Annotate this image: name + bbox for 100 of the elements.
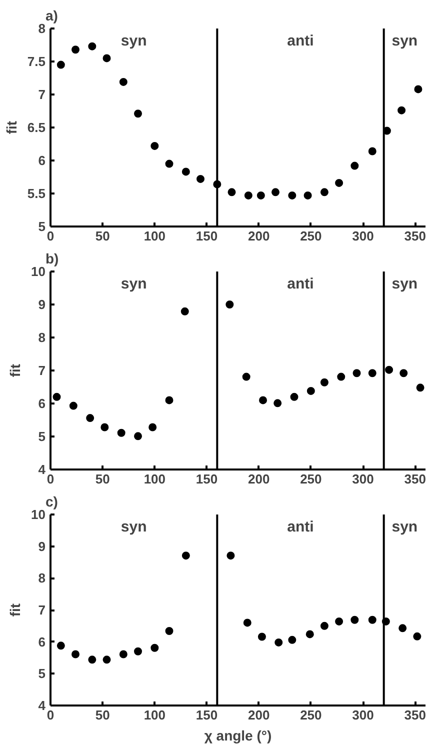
point — [337, 372, 346, 381]
annotation: anti — [287, 276, 314, 292]
annotation: syn — [120, 32, 147, 50]
point — [165, 627, 174, 636]
x-tick-label: 150 — [196, 472, 218, 486]
x-tick-label: 50 — [95, 472, 110, 486]
point — [350, 616, 359, 624]
point — [414, 85, 422, 94]
point — [400, 369, 408, 378]
point — [88, 656, 96, 664]
point — [304, 191, 312, 200]
x-tick-label: 100 — [144, 472, 166, 486]
point — [272, 188, 280, 196]
x-tick-label: 300 — [352, 708, 374, 722]
point — [72, 46, 80, 54]
point — [119, 78, 128, 86]
annotation: syn — [392, 276, 418, 292]
point — [119, 650, 128, 658]
x-tick-label: 350 — [404, 228, 426, 244]
point — [243, 618, 252, 627]
point — [398, 106, 406, 114]
point — [56, 642, 65, 650]
point — [413, 632, 422, 640]
annotation: syn — [120, 518, 147, 536]
x-tick-label: 150 — [196, 708, 218, 722]
y-tick-label: 5.5 — [27, 186, 46, 201]
x-tick-label: 250 — [300, 708, 322, 722]
point — [368, 147, 376, 156]
point — [320, 378, 328, 386]
point — [416, 384, 424, 392]
point — [165, 160, 174, 168]
point — [88, 42, 96, 50]
point — [69, 402, 78, 410]
point — [52, 392, 61, 401]
y-tick-label: 7.5 — [27, 54, 46, 69]
x-tick-label: 100 — [144, 228, 166, 244]
y-tick-label: 8 — [38, 330, 46, 345]
point — [180, 307, 189, 316]
y-tick-label: 7 — [38, 87, 46, 102]
y-tick-label: 9 — [38, 297, 46, 312]
y-tick-label: 10 — [31, 264, 46, 279]
point — [320, 622, 328, 630]
y-axis-title: fit — [7, 364, 24, 378]
point — [226, 552, 235, 560]
point — [385, 366, 394, 374]
point — [350, 162, 359, 170]
point — [368, 369, 376, 378]
x-tick-label: 300 — [352, 472, 374, 486]
point — [306, 630, 314, 638]
x-tick-label: 150 — [196, 228, 218, 244]
point — [86, 414, 94, 422]
point — [335, 617, 344, 626]
point — [102, 54, 111, 62]
chart-title: b) — [46, 250, 59, 266]
annotation: syn — [392, 518, 418, 536]
y-tick-label: 10 — [31, 507, 46, 522]
y-axis-title: fit — [3, 120, 20, 134]
point — [256, 191, 265, 200]
point — [242, 372, 250, 381]
point — [134, 110, 142, 118]
point — [368, 616, 376, 624]
point — [165, 396, 174, 404]
x-tick-label: 250 — [300, 472, 322, 486]
y-tick-label: 6.5 — [27, 120, 46, 135]
point — [398, 624, 407, 632]
y-tick-label: 4 — [38, 698, 46, 713]
point — [117, 428, 126, 437]
x-axis-title: χ angle (°) — [204, 728, 272, 744]
annotation: syn — [392, 32, 418, 50]
y-tick-label: 6 — [38, 634, 46, 650]
point — [288, 191, 296, 200]
point — [150, 142, 159, 150]
y-tick-label: 6 — [38, 396, 46, 411]
x-tick-label: 250 — [300, 228, 322, 244]
point — [228, 188, 236, 196]
x-tick-label: 200 — [248, 708, 270, 722]
point — [258, 632, 266, 641]
point — [244, 191, 252, 200]
y-tick-label: 4 — [38, 462, 46, 477]
y-tick-label: 8 — [38, 21, 46, 36]
point — [352, 369, 361, 378]
x-tick-label: 0 — [46, 472, 54, 486]
y-tick-label: 5 — [38, 219, 46, 234]
point — [288, 636, 296, 644]
point — [274, 399, 282, 408]
y-tick-label: 8 — [38, 570, 46, 586]
chart-title: c) — [46, 494, 58, 510]
annotation: anti — [287, 518, 314, 536]
annotation: anti — [287, 32, 314, 50]
point — [196, 174, 204, 183]
point — [56, 60, 65, 69]
point — [134, 432, 142, 440]
point — [274, 638, 283, 646]
y-tick-label: 5 — [38, 666, 46, 682]
x-tick-label: 200 — [248, 472, 270, 486]
x-tick-label: 350 — [404, 708, 426, 722]
point — [320, 188, 328, 196]
y-tick-label: 9 — [38, 538, 46, 554]
point — [226, 300, 234, 308]
x-tick-label: 50 — [95, 228, 110, 244]
